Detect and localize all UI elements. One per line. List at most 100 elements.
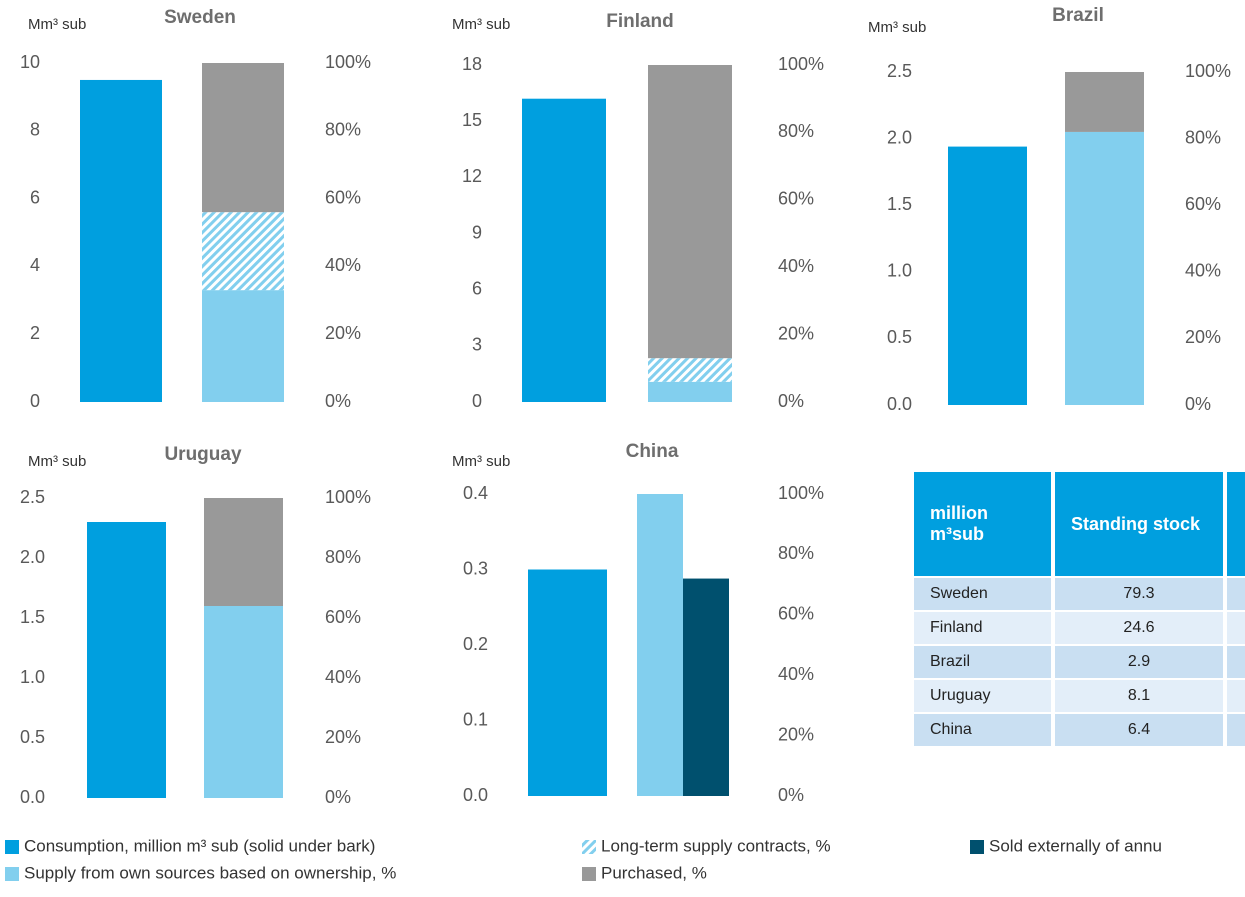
y2-tick-label: 80%	[778, 121, 814, 141]
bar	[87, 522, 166, 798]
y-tick-label: 2.5	[20, 487, 45, 507]
y2-tick-label: 40%	[1185, 261, 1221, 281]
table-cell	[1227, 680, 1245, 712]
table-cell	[1227, 612, 1245, 644]
y-tick-label: 0.0	[463, 785, 488, 805]
bar	[637, 494, 683, 796]
legend-label: Purchased, %	[601, 863, 707, 882]
y-tick-label: 4	[30, 255, 40, 275]
y2-tick-label: 20%	[325, 727, 361, 747]
chart-title: Brazil	[1052, 5, 1104, 26]
stacked-segment	[648, 65, 732, 359]
y-tick-label: 6	[472, 278, 482, 298]
legend-label: Sold externally of annu	[989, 836, 1162, 855]
y2-tick-label: 60%	[1185, 194, 1221, 214]
y2-tick-label: 60%	[325, 607, 361, 627]
table-row: China 6.4	[914, 714, 1245, 746]
y-tick-label: 0.5	[20, 727, 45, 747]
y-tick-label: 3	[472, 335, 482, 355]
stacked-segment	[204, 606, 283, 798]
table-row: Sweden 79.3	[914, 578, 1245, 610]
y-tick-label: 1.0	[20, 667, 45, 687]
bar	[683, 578, 729, 796]
y-tick-label: 2	[30, 323, 40, 343]
y2-tick-label: 0%	[325, 787, 351, 807]
y-tick-label: 2.0	[887, 127, 912, 147]
header-cell	[1227, 472, 1245, 576]
table-cell	[1227, 646, 1245, 678]
y-tick-label: 0.2	[463, 634, 488, 654]
y2-tick-label: 0%	[1185, 394, 1211, 414]
chart-title: China	[626, 441, 679, 462]
table-cell: 6.4	[1055, 714, 1223, 746]
y-axis-label: Mm³ sub	[28, 16, 86, 33]
y-tick-label: 6	[30, 187, 40, 207]
bar	[80, 79, 162, 402]
y-tick-label: 0	[472, 391, 482, 411]
stacked-segment	[202, 290, 284, 402]
y2-tick-label: 40%	[778, 664, 814, 684]
y-axis-label: Mm³ sub	[452, 16, 510, 33]
legend-label: Consumption, million m³ sub (solid under…	[24, 836, 375, 855]
y2-tick-label: 60%	[778, 604, 814, 624]
table: million m³sub Standing stock Sweden 79.3 F…	[914, 470, 1245, 748]
y-axis-label: Mm³ sub	[28, 453, 86, 470]
y2-tick-label: 20%	[778, 724, 814, 744]
table-cell: China	[914, 714, 1051, 746]
legend-swatch	[582, 867, 596, 881]
y-tick-label: 0.0	[887, 394, 912, 414]
table-row: Finland 24.6	[914, 612, 1245, 644]
y-tick-label: 2.0	[20, 547, 45, 567]
y-tick-label: 9	[472, 222, 482, 242]
y2-tick-label: 40%	[325, 255, 361, 275]
table-cell: 2.9	[1055, 646, 1223, 678]
table-container: million m³sub Standing stock Sweden 79.3 F…	[914, 470, 1245, 748]
legend-label: Long-term supply contracts, %	[601, 836, 831, 855]
y2-tick-label: 60%	[325, 187, 361, 207]
header-cell: Standing stock	[1055, 472, 1223, 576]
y2-tick-label: 20%	[1185, 327, 1221, 347]
legend-swatch	[582, 840, 596, 854]
table-cell: 79.3	[1055, 578, 1223, 610]
table-cell	[1227, 578, 1245, 610]
y2-tick-label: 20%	[778, 323, 814, 343]
table-row: Brazil 2.9	[914, 646, 1245, 678]
stacked-segment	[202, 63, 284, 213]
y-tick-label: 15	[462, 110, 482, 130]
y2-tick-label: 0%	[325, 391, 351, 411]
y-tick-label: 18	[462, 54, 482, 74]
legend-label: Supply from own sources based on ownersh…	[24, 863, 396, 882]
y-tick-label: 12	[462, 166, 482, 186]
y-tick-label: 1.5	[887, 194, 912, 214]
y2-tick-label: 100%	[325, 52, 371, 72]
y2-tick-label: 100%	[1185, 61, 1231, 81]
y-tick-label: 2.5	[887, 61, 912, 81]
legend-swatch	[970, 840, 984, 854]
bar	[528, 569, 607, 796]
stacked-segment	[204, 498, 283, 606]
table-cell: Uruguay	[914, 680, 1051, 712]
y-tick-label: 0	[30, 391, 40, 411]
legend-swatch	[5, 840, 19, 854]
y-tick-label: 10	[20, 52, 40, 72]
table-cell: 24.6	[1055, 612, 1223, 644]
y-tick-label: 0.4	[463, 483, 488, 503]
y-axis-label: Mm³ sub	[452, 453, 510, 470]
y-tick-label: 1.5	[20, 607, 45, 627]
y2-tick-label: 100%	[778, 483, 824, 503]
table-cell: Finland	[914, 612, 1051, 644]
y-tick-label: 0.5	[887, 327, 912, 347]
y-tick-label: 0.1	[463, 709, 488, 729]
stacked-segment	[648, 381, 732, 402]
legend-swatch	[5, 867, 19, 881]
table-cell: Sweden	[914, 578, 1051, 610]
chart-title: Uruguay	[164, 444, 242, 465]
stacked-segment	[1065, 72, 1144, 132]
chart-title: Finland	[606, 11, 674, 32]
table-cell: 8.1	[1055, 680, 1223, 712]
y2-tick-label: 0%	[778, 785, 804, 805]
y2-tick-label: 40%	[325, 667, 361, 687]
y2-tick-label: 100%	[325, 487, 371, 507]
